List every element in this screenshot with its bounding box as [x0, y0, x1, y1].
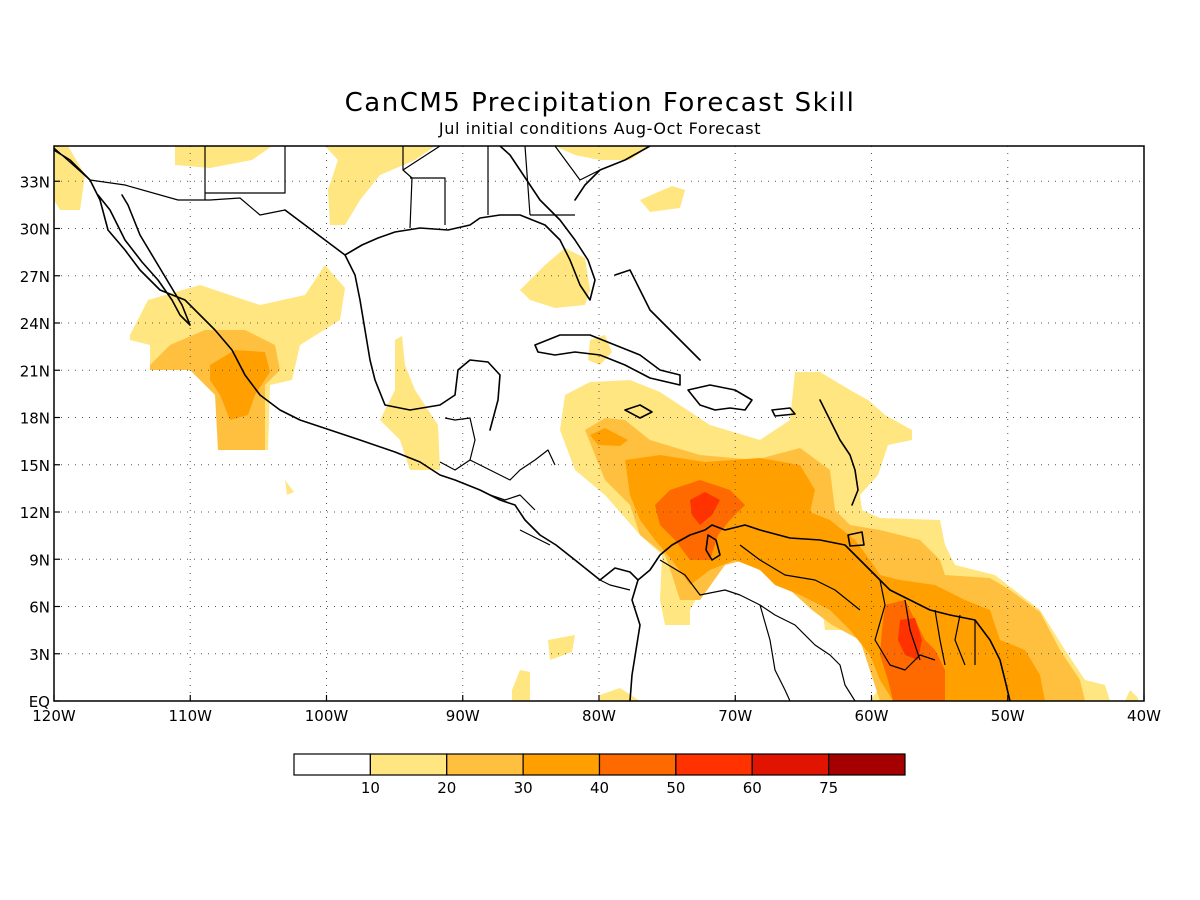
- colorbar-swatch: [751, 753, 830, 776]
- colorbar-swatch: [369, 753, 448, 776]
- y-tick-label: 18N: [20, 410, 50, 428]
- colorbar-swatch: [828, 753, 906, 776]
- y-tick-label: 30N: [20, 221, 50, 239]
- colorbar-label: 75: [819, 779, 838, 797]
- y-tick-label: 24N: [20, 315, 50, 333]
- y-tick-label: 21N: [20, 362, 50, 380]
- lat-lon-grid: [54, 146, 1144, 701]
- colorbar-label: 60: [743, 779, 762, 797]
- map-subtitle: Jul initial conditions Aug-Oct Forecast: [438, 119, 761, 138]
- colorbar-label: 50: [666, 779, 685, 797]
- colorbar-label: 30: [514, 779, 533, 797]
- map-title: CanCM5 Precipitation Forecast Skill: [345, 88, 856, 118]
- colorbar-label: 10: [361, 779, 380, 797]
- x-tick-label: 70W: [718, 707, 752, 725]
- colorbar-swatch: [446, 753, 524, 776]
- colorbar-swatch: [293, 753, 371, 776]
- y-axis-ticks: EQ 3N 6N 9N 12N 15N 18N 21N 24N 27N 30N 33N: [20, 173, 60, 711]
- political-borders: [54, 146, 976, 701]
- x-tick-label: 40W: [1127, 707, 1161, 725]
- x-tick-label: 50W: [991, 707, 1025, 725]
- y-tick-label: 12N: [20, 504, 50, 522]
- y-tick-label: 6N: [29, 599, 50, 617]
- y-tick-label: 9N: [29, 551, 50, 569]
- x-tick-label: 90W: [446, 707, 480, 725]
- x-tick-label: 110W: [169, 707, 213, 725]
- colorbar: 10 20 30 40 50 60 75: [293, 753, 906, 797]
- colorbar-swatch: [675, 753, 753, 776]
- colorbar-swatch: [522, 753, 601, 776]
- x-tick-label: 80W: [582, 707, 616, 725]
- y-tick-label: EQ: [29, 693, 50, 711]
- y-tick-label: 33N: [20, 173, 50, 191]
- colorbar-swatch: [598, 753, 677, 776]
- x-axis-ticks: 120W 110W 100W 90W 80W 70W 60W 50W 40W: [32, 695, 1161, 725]
- skill-shading: [54, 146, 1138, 701]
- colorbar-label: 40: [590, 779, 609, 797]
- x-tick-label: 60W: [855, 707, 889, 725]
- y-tick-label: 3N: [29, 646, 50, 664]
- y-tick-label: 15N: [20, 457, 50, 475]
- y-tick-label: 27N: [20, 268, 50, 286]
- x-tick-label: 120W: [32, 707, 76, 725]
- x-tick-label: 100W: [305, 707, 349, 725]
- colorbar-label: 20: [437, 779, 456, 797]
